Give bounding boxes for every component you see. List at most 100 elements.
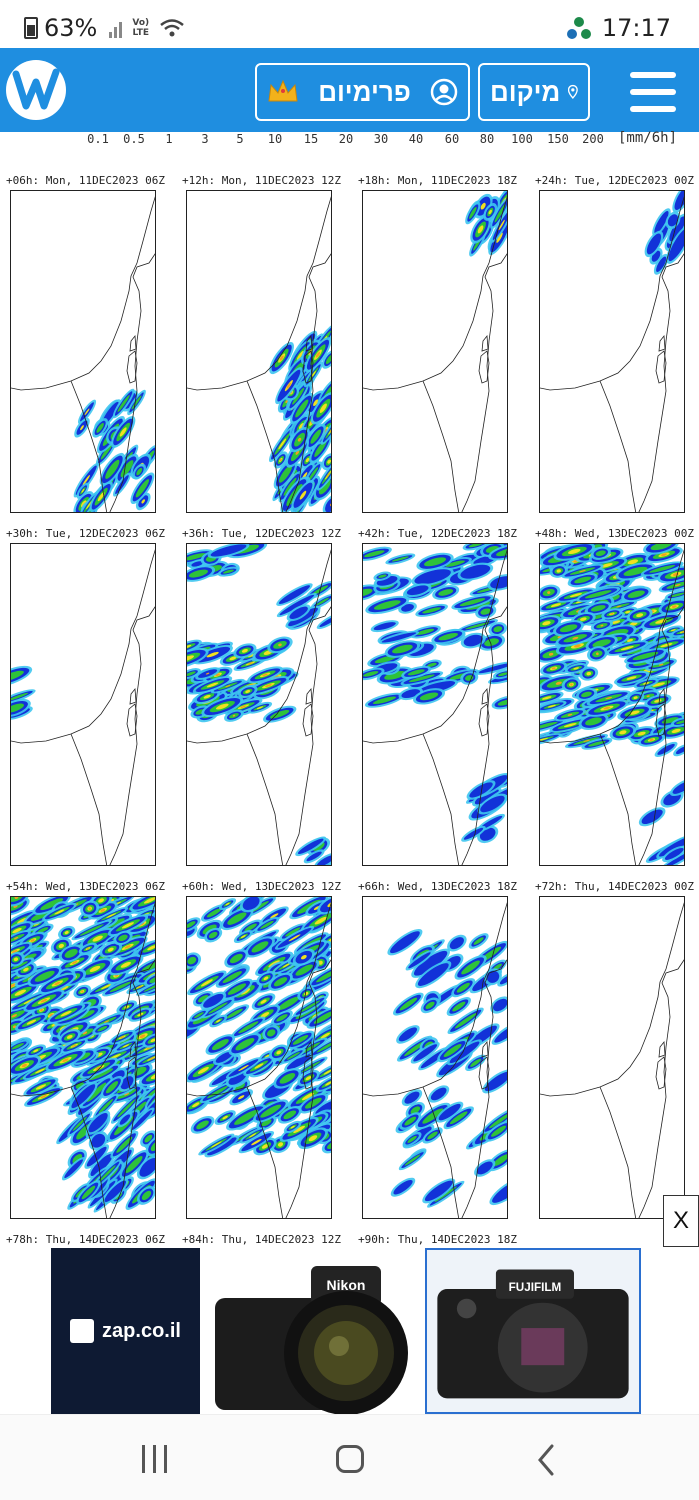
forecast-map-panel[interactable] xyxy=(539,896,685,1219)
fujifilm-camera-image[interactable]: FUJIFILM xyxy=(425,1248,641,1414)
location-button[interactable]: מיקום xyxy=(478,63,590,121)
rain-cell xyxy=(64,930,69,935)
rain-cell xyxy=(330,503,331,507)
ad-close-button[interactable]: X xyxy=(663,1195,699,1247)
rain-cell xyxy=(131,1109,153,1130)
rain-cell xyxy=(211,1039,229,1051)
rain-cell xyxy=(97,492,105,502)
home-button[interactable] xyxy=(336,1445,364,1473)
forecast-map-panel[interactable] xyxy=(10,896,156,1219)
rain-cell xyxy=(149,976,155,983)
rain-cell xyxy=(595,550,606,557)
rain-cell xyxy=(611,620,621,624)
ad-brand-tile[interactable]: zap.co.il xyxy=(51,1248,200,1414)
rain-cell xyxy=(555,681,562,685)
coastline xyxy=(478,1056,490,1090)
rain-cell xyxy=(480,795,505,813)
network-type: Vo) LTE xyxy=(132,18,150,38)
nikon-camera-image[interactable]: Nikon xyxy=(211,1258,421,1414)
rain-cell xyxy=(498,219,505,231)
rain-cell xyxy=(136,467,143,476)
rain-cell xyxy=(633,696,638,700)
recents-button[interactable] xyxy=(142,1445,167,1473)
forecast-map-panel[interactable] xyxy=(539,190,685,513)
rain-cell xyxy=(11,1014,17,1018)
scale-tick-label: 40 xyxy=(408,132,424,146)
rain-cell xyxy=(627,559,639,565)
rain-cell xyxy=(629,710,640,715)
rain-cell xyxy=(574,644,581,648)
rain-cell xyxy=(308,467,319,482)
rain-cell xyxy=(289,606,308,620)
rain-cell xyxy=(241,648,248,653)
rain-cell xyxy=(408,952,431,969)
rain-cell xyxy=(206,651,219,658)
rain-cell xyxy=(407,669,425,676)
forecast-map-panel[interactable] xyxy=(186,543,332,866)
rain-cell xyxy=(603,706,611,710)
coastline xyxy=(11,549,155,744)
forecast-map-panel[interactable] xyxy=(362,543,508,866)
rain-cell xyxy=(11,703,24,713)
rain-cell xyxy=(674,191,684,211)
rain-cell xyxy=(124,1005,130,1009)
rain-cell xyxy=(484,1071,507,1092)
rain-cell xyxy=(406,585,429,596)
rain-cell xyxy=(499,974,507,985)
forecast-map-panel[interactable] xyxy=(362,190,508,513)
scale-tick-label: 150 xyxy=(547,132,569,146)
forecast-map-panel[interactable] xyxy=(10,543,156,866)
rain-cell xyxy=(206,908,222,918)
site-logo[interactable] xyxy=(6,60,66,120)
rain-cell xyxy=(91,1133,106,1148)
scale-tick-label: 5 xyxy=(236,132,244,146)
panel-time-label: +66h: Wed, 13DEC2023 18Z xyxy=(358,880,517,893)
rain-cell xyxy=(234,1109,259,1125)
rain-cell xyxy=(82,1031,88,1035)
forecast-map-panel[interactable] xyxy=(186,896,332,1219)
zap-logo-icon xyxy=(70,1319,95,1343)
rain-cell xyxy=(66,1034,73,1039)
app-notification-icon xyxy=(566,17,591,39)
rain-cell xyxy=(496,232,503,243)
rain-cell xyxy=(203,694,211,699)
coastline xyxy=(599,733,637,865)
rain-cell xyxy=(416,628,435,635)
rain-cell xyxy=(293,1125,306,1133)
clock: 17:17 xyxy=(601,14,671,42)
rain-cell xyxy=(277,996,300,1011)
rain-cell xyxy=(150,1073,155,1079)
rain-cell xyxy=(325,1081,331,1086)
forecast-map-panel[interactable] xyxy=(10,190,156,513)
forecast-map-panel[interactable] xyxy=(539,543,685,866)
rain-cell xyxy=(473,937,484,945)
coastline xyxy=(540,902,684,1097)
nikon-brand: Nikon xyxy=(327,1277,366,1293)
hamburger-menu-icon[interactable] xyxy=(630,72,676,112)
back-button[interactable] xyxy=(536,1443,556,1477)
rain-cell xyxy=(279,465,293,483)
rain-cell xyxy=(625,610,631,614)
logo-w-icon xyxy=(12,68,60,110)
rain-cell xyxy=(120,961,131,968)
rain-cell xyxy=(305,1097,322,1109)
rain-cell xyxy=(40,1008,43,1012)
forecast-map-panel[interactable] xyxy=(362,896,508,1219)
premium-button[interactable]: פרימיום xyxy=(255,63,470,121)
rain-cell xyxy=(228,1072,247,1085)
rain-cell xyxy=(563,723,577,728)
rain-cell xyxy=(222,569,234,574)
rain-cell xyxy=(141,499,145,504)
rain-cell xyxy=(306,851,322,862)
rain-cell xyxy=(547,704,556,708)
panel-time-label: +42h: Tue, 12DEC2023 18Z xyxy=(358,527,517,540)
rain-cell xyxy=(26,1019,37,1025)
rain-cell xyxy=(13,957,18,962)
rain-cell xyxy=(226,1008,243,1019)
rain-cell xyxy=(567,713,573,716)
rain-cell xyxy=(11,961,28,970)
rain-cell xyxy=(58,943,64,949)
rain-cell xyxy=(238,1064,249,1072)
forecast-map-panel[interactable] xyxy=(186,190,332,513)
ad-banner[interactable]: zap.co.il Nikon FUJIFILM xyxy=(51,1248,641,1414)
